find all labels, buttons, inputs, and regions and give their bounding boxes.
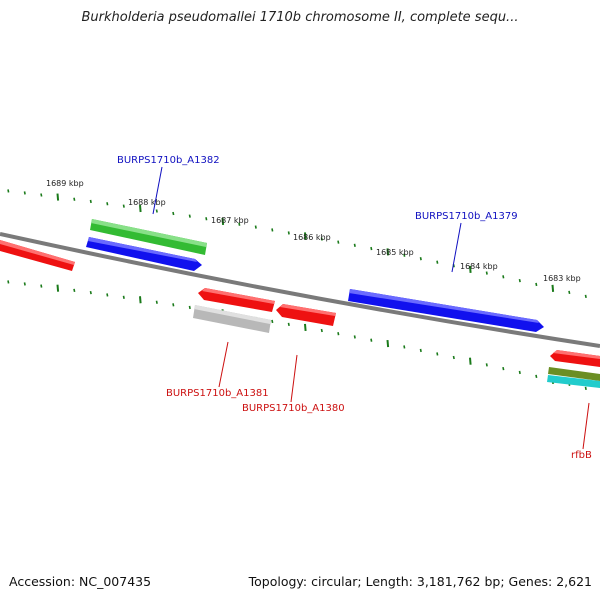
outer-tick-mark xyxy=(155,209,158,213)
outer-tick-mark xyxy=(172,211,175,216)
inner-tick-mark xyxy=(122,295,125,299)
gene-blue-a1379[interactable] xyxy=(348,289,544,332)
tick-label-1685: 1685 kbp xyxy=(376,248,414,257)
outer-tick-mark xyxy=(403,253,406,257)
inner-tick-mark xyxy=(386,339,390,348)
gene-red-rfbB[interactable] xyxy=(550,350,600,367)
outer-tick-mark xyxy=(254,225,257,229)
inner-tick-mark xyxy=(370,338,373,342)
gene-cyan-right[interactable] xyxy=(547,375,600,388)
inner-tick-mark xyxy=(485,363,488,367)
outer-tick-mark xyxy=(7,189,10,193)
inner-tick-mark xyxy=(419,348,422,353)
gene-red-a1381[interactable] xyxy=(198,288,275,312)
leader-line-a1382 xyxy=(152,166,163,215)
gene-red-left[interactable] xyxy=(0,240,75,271)
outer-tick-mark xyxy=(106,202,109,206)
outer-tick-mark xyxy=(353,243,356,247)
outer-tick-mark xyxy=(221,217,225,226)
outer-tick-mark xyxy=(139,204,142,213)
inner-tick-mark xyxy=(304,323,307,332)
gene-label-a1380[interactable]: BURPS1710b_A1380 xyxy=(242,403,345,414)
outer-tick-mark xyxy=(535,282,538,287)
tick-label-1689: 1689 kbp xyxy=(46,179,84,188)
inner-tick-mark xyxy=(452,355,455,360)
tick-label-1686: 1686 kbp xyxy=(293,233,331,242)
tick-label-1687: 1687 kbp xyxy=(211,216,249,225)
outer-tick-mark xyxy=(485,271,488,275)
inner-tick-mark xyxy=(73,288,76,293)
tick-label-1688: 1688 kbp xyxy=(128,198,166,207)
leader-line-a1379 xyxy=(451,222,462,273)
outer-tick-mark xyxy=(568,290,571,295)
inner-tick-mark xyxy=(518,370,521,375)
topology-text: Topology: circular; Length: 3,181,762 bp… xyxy=(248,574,592,589)
inner-tick-mark xyxy=(337,332,340,336)
inner-tick-ring xyxy=(7,280,587,391)
map-title: Burkholderia pseudomallei 1710b chromoso… xyxy=(81,10,519,25)
outer-tick-mark xyxy=(205,217,208,221)
outer-tick-mark xyxy=(304,232,307,240)
outer-tick-mark xyxy=(56,193,60,201)
outer-tick-mark xyxy=(188,214,191,218)
tick-label-1684: 1684 kbp xyxy=(460,262,498,271)
outer-tick-mark xyxy=(419,257,422,261)
inner-tick-mark xyxy=(502,366,505,371)
outer-tick-mark xyxy=(370,246,373,251)
inner-tick-mark xyxy=(535,374,538,379)
chromosome-backbone xyxy=(0,232,600,348)
outer-tick-mark xyxy=(89,199,92,204)
inner-tick-mark xyxy=(320,328,323,333)
outer-tick-mark xyxy=(337,240,340,244)
gene-green-a1382[interactable] xyxy=(90,219,207,255)
inner-tick-mark xyxy=(353,335,356,339)
outer-tick-mark xyxy=(386,248,390,256)
accession-text: Accession: NC_007435 xyxy=(9,574,152,589)
leader-line-a1381 xyxy=(218,341,229,388)
inner-tick-mark xyxy=(436,352,439,356)
outer-tick-mark xyxy=(502,275,505,279)
inner-tick-mark xyxy=(403,345,406,349)
inner-tick-mark xyxy=(188,305,191,310)
outer-tick-mark xyxy=(238,222,241,226)
gene-label-a1379[interactable]: BURPS1710b_A1379 xyxy=(415,211,518,222)
outer-tick-mark xyxy=(584,294,587,299)
inner-tick-mark xyxy=(469,357,472,365)
outer-tick-mark xyxy=(73,197,76,201)
gene-red-a1380[interactable] xyxy=(276,304,336,326)
inner-tick-mark xyxy=(172,303,175,307)
outer-tick-mark xyxy=(551,284,555,292)
inner-tick-mark xyxy=(271,319,274,324)
inner-tick-mark xyxy=(56,284,60,292)
outer-tick-mark xyxy=(518,278,521,283)
inner-tick-mark xyxy=(584,386,587,391)
gene-label-rfbB[interactable]: rfbB xyxy=(571,450,592,461)
leader-line-a1380 xyxy=(290,354,298,403)
inner-tick-mark xyxy=(139,296,142,304)
inner-tick-mark xyxy=(7,280,10,284)
outer-tick-mark xyxy=(287,231,290,235)
outer-tick-mark xyxy=(271,228,274,232)
outer-tick-mark xyxy=(23,191,26,195)
outer-tick-mark xyxy=(436,260,439,264)
inner-tick-mark xyxy=(155,300,158,304)
gene-blue-a1382[interactable] xyxy=(86,237,202,271)
inner-tick-mark xyxy=(287,322,290,327)
outer-tick-mark xyxy=(469,265,472,273)
outer-tick-mark xyxy=(122,204,125,208)
outer-tick-ring xyxy=(7,189,587,299)
outer-tick-mark xyxy=(320,237,323,241)
tick-label-1683: 1683 kbp xyxy=(543,274,581,283)
inner-tick-mark xyxy=(40,284,43,288)
leader-line-rfbB xyxy=(582,402,590,450)
inner-tick-mark xyxy=(106,293,109,297)
gene-olive-right[interactable] xyxy=(548,367,600,381)
gene-label-a1381[interactable]: BURPS1710b_A1381 xyxy=(166,388,269,399)
inner-tick-mark xyxy=(89,290,92,295)
outer-tick-mark xyxy=(40,193,43,197)
inner-tick-mark xyxy=(23,282,26,286)
gene-grey-a1381[interactable] xyxy=(193,305,271,333)
gene-label-a1382[interactable]: BURPS1710b_A1382 xyxy=(117,155,220,166)
